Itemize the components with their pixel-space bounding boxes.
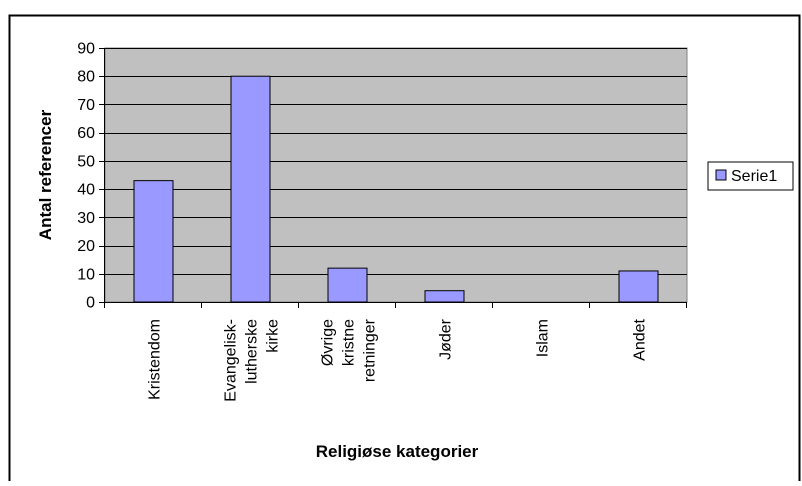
x-tick-label: Evangelisk- [223,319,240,402]
legend: Serie1 [707,161,794,191]
bar [230,75,271,303]
bar [327,267,368,303]
x-tick-labels: Kristendom Evangelisk-lutherske kirke Øvrig… [147,318,649,401]
x-tick-label: retninger [362,318,379,382]
legend-label: Serie1 [731,168,777,185]
axes [99,48,687,308]
bar [133,180,174,303]
y-tick-label: 70 [77,97,95,114]
y-tick-label: 90 [77,41,95,58]
y-tick-label: 30 [77,210,95,227]
x-axis-label: Religiøse kategorier [316,442,479,461]
y-tick-label: 60 [77,125,95,142]
x-tick-label: Andet [632,318,649,360]
x-tick-label: lutherske [244,319,261,384]
x-tick-label: Jøder [438,318,455,360]
bar [618,270,659,303]
y-tick-label: 80 [77,69,95,86]
chart-frame [8,14,801,481]
bar [424,290,465,303]
x-tick-label: Islam [535,319,552,357]
y-tick-label: 20 [77,238,95,255]
x-tick-label: Kristendom [147,319,164,400]
x-tick-label: kirke [265,319,282,353]
y-tick-label: 50 [77,153,95,170]
plot-area [104,47,688,303]
x-tick-label: Øvrige [320,319,337,366]
x-tick-label: kristne [341,319,358,366]
y-tick-label: 10 [77,266,95,283]
y-tick-label: 0 [86,295,95,312]
y-tick-label: 40 [77,182,95,199]
gridlines [105,48,687,275]
legend-swatch [715,169,727,181]
y-axis-label: Antal referencer [36,109,55,240]
y-tick-labels: 0 10 20 30 40 50 60 70 80 90 [77,41,95,312]
